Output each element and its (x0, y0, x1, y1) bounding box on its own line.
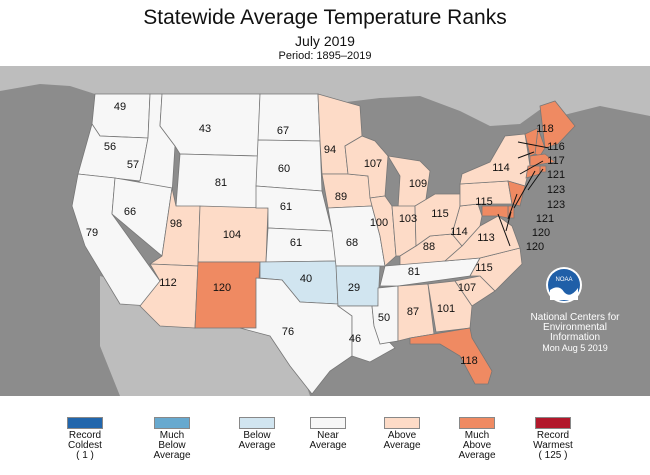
legend-label: Much Below Average (153, 430, 191, 461)
legend-swatch (459, 417, 495, 429)
rank-label-LA: 46 (349, 333, 361, 345)
rank-labels: 49 56 79 57 66 43 81 98 112 104 120 67 60 61 61 40 76 94 8… (86, 101, 565, 367)
state-IL[interactable] (369, 195, 397, 267)
states-layer (71, 93, 576, 395)
rank-label-GA: 101 (437, 303, 455, 315)
page-title: Statewide Average Temperature Ranks (143, 6, 507, 29)
rank-label-NE: 61 (280, 201, 292, 213)
rank-label-DE: 120 (532, 227, 550, 239)
state-GA[interactable] (427, 280, 473, 333)
legend-below: Below Average (217, 404, 297, 451)
legend-record-coldest: Record Coldest ( 1 ) (45, 404, 125, 461)
rank-label-AL: 87 (407, 306, 419, 318)
state-VA[interactable] (443, 215, 521, 262)
state-FL[interactable] (409, 327, 493, 385)
rank-label-VA: 113 (477, 232, 495, 244)
rank-label-MD: 120 (526, 241, 544, 253)
us-temperature-rank-map: 49 56 79 57 66 43 81 98 112 104 120 67 60 61 61 40 76 94 8… (0, 66, 650, 396)
rank-label-SD: 60 (278, 163, 290, 175)
legend-swatch (384, 417, 420, 429)
legend: Record Coldest ( 1 ) Much Below Average … (0, 404, 650, 475)
rank-label-OR: 56 (104, 141, 116, 153)
rank-label-VT: 117 (547, 155, 565, 167)
rank-label-NC: 115 (475, 262, 493, 274)
rank-label-MN: 94 (324, 144, 336, 156)
rank-label-IA: 89 (335, 191, 347, 203)
noaa-logo: NOAA (545, 266, 583, 304)
rank-label-WI: 107 (364, 158, 382, 170)
legend-much-below: Much Below Average (132, 404, 212, 461)
legend-label: Above Average (383, 430, 421, 451)
state-MD[interactable] (481, 205, 509, 219)
period-label: Period: 1895–2019 (278, 50, 372, 62)
rank-label-CO: 104 (223, 229, 241, 241)
rank-label-FL: 118 (460, 355, 478, 367)
state-TX[interactable] (239, 277, 353, 395)
legend-label: Near Average (309, 430, 347, 451)
legend-above: Above Average (362, 404, 442, 451)
rank-label-WV: 114 (450, 226, 468, 238)
rank-label-NJ: 121 (536, 213, 554, 225)
rank-label-ID: 57 (127, 159, 139, 171)
legend-record-warmest: Record Warmest ( 125 ) (513, 404, 593, 461)
credit-line-2: Environmental (543, 322, 607, 333)
rank-label-AR: 29 (348, 282, 360, 294)
page-subtitle: July 2019 (295, 33, 355, 49)
rank-label-MT: 43 (199, 123, 211, 135)
rank-label-ME: 118 (536, 123, 554, 135)
rank-label-WY: 81 (215, 177, 227, 189)
rank-label-IN: 103 (399, 213, 417, 225)
rank-label-MA: 121 (547, 169, 565, 181)
credit-date: Mon Aug 5 2019 (542, 343, 608, 353)
rank-label-MS: 50 (378, 312, 390, 324)
rank-label-CT: 123 (547, 199, 565, 211)
rank-label-UT: 98 (170, 218, 182, 230)
rank-label-MO: 68 (346, 237, 358, 249)
state-OH[interactable] (414, 193, 461, 247)
rank-label-NY: 114 (492, 162, 510, 174)
rank-label-CA: 79 (86, 227, 98, 239)
legend-swatch (67, 417, 103, 429)
rank-label-ND: 67 (277, 125, 289, 137)
rank-label-WA: 49 (114, 101, 126, 113)
svg-text:NOAA: NOAA (555, 277, 572, 283)
rank-label-PA: 115 (475, 196, 493, 208)
rank-label-MI: 109 (409, 178, 427, 190)
legend-label: Record Warmest ( 125 ) (533, 430, 573, 461)
credit-line-1: National Centers for (530, 312, 620, 323)
legend-label: Below Average (238, 430, 276, 451)
state-VT[interactable] (524, 127, 539, 157)
rank-label-NV: 66 (124, 206, 136, 218)
rank-label-KS: 61 (290, 237, 302, 249)
rank-label-SC: 107 (458, 282, 476, 294)
rank-label-IL: 100 (370, 217, 388, 229)
legend-label: Much Above Average (458, 430, 496, 461)
state-ME[interactable] (539, 100, 576, 149)
ncei-credit: National Centers for Environmental Infor… (520, 312, 630, 354)
state-NJ[interactable] (507, 180, 526, 207)
rank-label-NM: 120 (213, 282, 231, 294)
legend-swatch (535, 417, 571, 429)
rank-label-OK: 40 (300, 273, 312, 285)
state-NM[interactable] (194, 261, 261, 329)
rank-label-OH: 115 (431, 208, 449, 220)
rank-label-AZ: 112 (159, 277, 177, 289)
rank-label-TX: 76 (282, 326, 294, 338)
legend-swatch (239, 417, 275, 429)
legend-near: Near Average (288, 404, 368, 451)
legend-swatch (154, 417, 190, 429)
state-MA[interactable] (529, 153, 556, 167)
legend-label: Record Coldest ( 1 ) (68, 430, 102, 461)
legend-swatch (310, 417, 346, 429)
rank-label-KY: 88 (423, 241, 435, 253)
credit-line-3: Information (549, 332, 601, 343)
rank-label-NH: 116 (547, 141, 565, 153)
rank-label-RI: 123 (547, 184, 565, 196)
rank-label-TN: 81 (408, 266, 420, 278)
leader-lines (497, 141, 550, 247)
legend-much-above: Much Above Average (437, 404, 517, 461)
